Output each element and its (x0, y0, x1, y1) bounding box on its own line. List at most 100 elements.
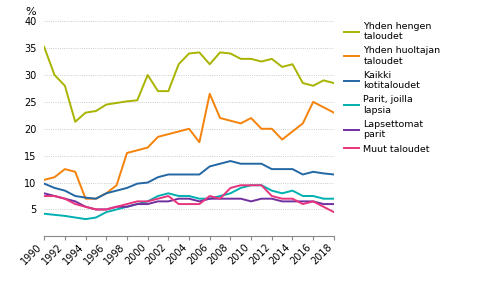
Muut taloudet (331, 210, 337, 214)
Lapsettomat
parit (227, 197, 233, 201)
Yhden hengen
taloudet (145, 73, 151, 77)
Yhden huoltajan
taloudet (258, 127, 264, 131)
Kaikki
kotitaloudet (135, 182, 140, 185)
Kaikki
kotitaloudet (207, 165, 213, 168)
Lapsettomat
parit (82, 205, 88, 208)
Parit, joilla
lapsia (196, 197, 202, 201)
Yhden huoltajan
taloudet (93, 197, 99, 201)
Yhden hengen
taloudet (135, 98, 140, 102)
Muut taloudet (113, 205, 119, 208)
Parit, joilla
lapsia (310, 194, 316, 198)
Kaikki
kotitaloudet (290, 167, 296, 171)
Lapsettomat
parit (331, 202, 337, 206)
Yhden hengen
taloudet (331, 81, 337, 85)
Yhden huoltajan
taloudet (165, 132, 171, 136)
Parit, joilla
lapsia (207, 197, 213, 201)
Yhden hengen
taloudet (310, 84, 316, 88)
Lapsettomat
parit (124, 205, 130, 208)
Yhden huoltajan
taloudet (207, 92, 213, 96)
Yhden hengen
taloudet (238, 57, 244, 61)
Kaikki
kotitaloudet (331, 173, 337, 176)
Parit, joilla
lapsia (155, 194, 161, 198)
Yhden hengen
taloudet (227, 52, 233, 55)
Lapsettomat
parit (248, 200, 254, 203)
Muut taloudet (103, 208, 109, 211)
Yhden huoltajan
taloudet (82, 197, 88, 201)
Yhden hengen
taloudet (124, 99, 130, 103)
Yhden hengen
taloudet (186, 52, 192, 55)
Kaikki
kotitaloudet (227, 159, 233, 163)
Yhden hengen
taloudet (176, 62, 182, 66)
Parit, joilla
lapsia (227, 191, 233, 195)
Kaikki
kotitaloudet (62, 189, 68, 192)
Muut taloudet (300, 202, 306, 206)
Muut taloudet (248, 183, 254, 187)
Lapsettomat
parit (103, 208, 109, 211)
Kaikki
kotitaloudet (217, 162, 223, 165)
Yhden huoltajan
taloudet (52, 175, 57, 179)
Line: Lapsettomat
parit: Lapsettomat parit (44, 193, 334, 209)
Parit, joilla
lapsia (145, 200, 151, 203)
Parit, joilla
lapsia (238, 186, 244, 190)
Lapsettomat
parit (41, 191, 47, 195)
Yhden huoltajan
taloudet (135, 148, 140, 152)
Muut taloudet (176, 202, 182, 206)
Yhden huoltajan
taloudet (176, 130, 182, 133)
Yhden huoltajan
taloudet (186, 127, 192, 131)
Parit, joilla
lapsia (72, 216, 78, 219)
Muut taloudet (155, 197, 161, 201)
Kaikki
kotitaloudet (52, 186, 57, 190)
Yhden hengen
taloudet (248, 57, 254, 61)
Kaikki
kotitaloudet (82, 196, 88, 199)
Muut taloudet (258, 183, 264, 187)
Lapsettomat
parit (290, 200, 296, 203)
Muut taloudet (62, 197, 68, 201)
Kaikki
kotitaloudet (321, 171, 327, 175)
Yhden hengen
taloudet (52, 73, 57, 77)
Yhden hengen
taloudet (269, 57, 275, 61)
Line: Yhden huoltajan
taloudet: Yhden huoltajan taloudet (44, 94, 334, 199)
Parit, joilla
lapsia (124, 205, 130, 208)
Lapsettomat
parit (196, 200, 202, 203)
Lapsettomat
parit (207, 197, 213, 201)
Yhden hengen
taloudet (279, 65, 285, 69)
Yhden hengen
taloudet (196, 51, 202, 54)
Muut taloudet (72, 202, 78, 206)
Yhden hengen
taloudet (82, 111, 88, 115)
Muut taloudet (207, 194, 213, 198)
Text: %: % (26, 7, 36, 17)
Kaikki
kotitaloudet (176, 173, 182, 176)
Kaikki
kotitaloudet (248, 162, 254, 165)
Parit, joilla
lapsia (176, 194, 182, 198)
Yhden hengen
taloudet (165, 89, 171, 93)
Line: Parit, joilla
lapsia: Parit, joilla lapsia (44, 185, 334, 219)
Kaikki
kotitaloudet (300, 173, 306, 176)
Yhden huoltajan
taloudet (217, 116, 223, 120)
Parit, joilla
lapsia (300, 194, 306, 198)
Parit, joilla
lapsia (321, 197, 327, 201)
Yhden huoltajan
taloudet (238, 122, 244, 125)
Line: Kaikki
kotitaloudet: Kaikki kotitaloudet (44, 161, 334, 199)
Parit, joilla
lapsia (290, 189, 296, 192)
Lapsettomat
parit (176, 197, 182, 201)
Lapsettomat
parit (310, 200, 316, 203)
Kaikki
kotitaloudet (72, 194, 78, 198)
Yhden hengen
taloudet (113, 101, 119, 105)
Yhden huoltajan
taloudet (113, 183, 119, 187)
Legend: Yhden hengen
taloudet, Yhden huoltajan
taloudet, Kaikki
kotitaloudet, Parit, joi: Yhden hengen taloudet, Yhden huoltajan t… (344, 22, 440, 154)
Parit, joilla
lapsia (186, 194, 192, 198)
Yhden hengen
taloudet (217, 51, 223, 54)
Yhden huoltajan
taloudet (331, 111, 337, 115)
Lapsettomat
parit (321, 202, 327, 206)
Yhden hengen
taloudet (62, 84, 68, 88)
Muut taloudet (238, 183, 244, 187)
Parit, joilla
lapsia (52, 213, 57, 217)
Parit, joilla
lapsia (217, 194, 223, 198)
Muut taloudet (165, 194, 171, 198)
Yhden huoltajan
taloudet (300, 122, 306, 125)
Muut taloudet (227, 186, 233, 190)
Lapsettomat
parit (135, 202, 140, 206)
Lapsettomat
parit (238, 197, 244, 201)
Kaikki
kotitaloudet (258, 162, 264, 165)
Parit, joilla
lapsia (93, 216, 99, 219)
